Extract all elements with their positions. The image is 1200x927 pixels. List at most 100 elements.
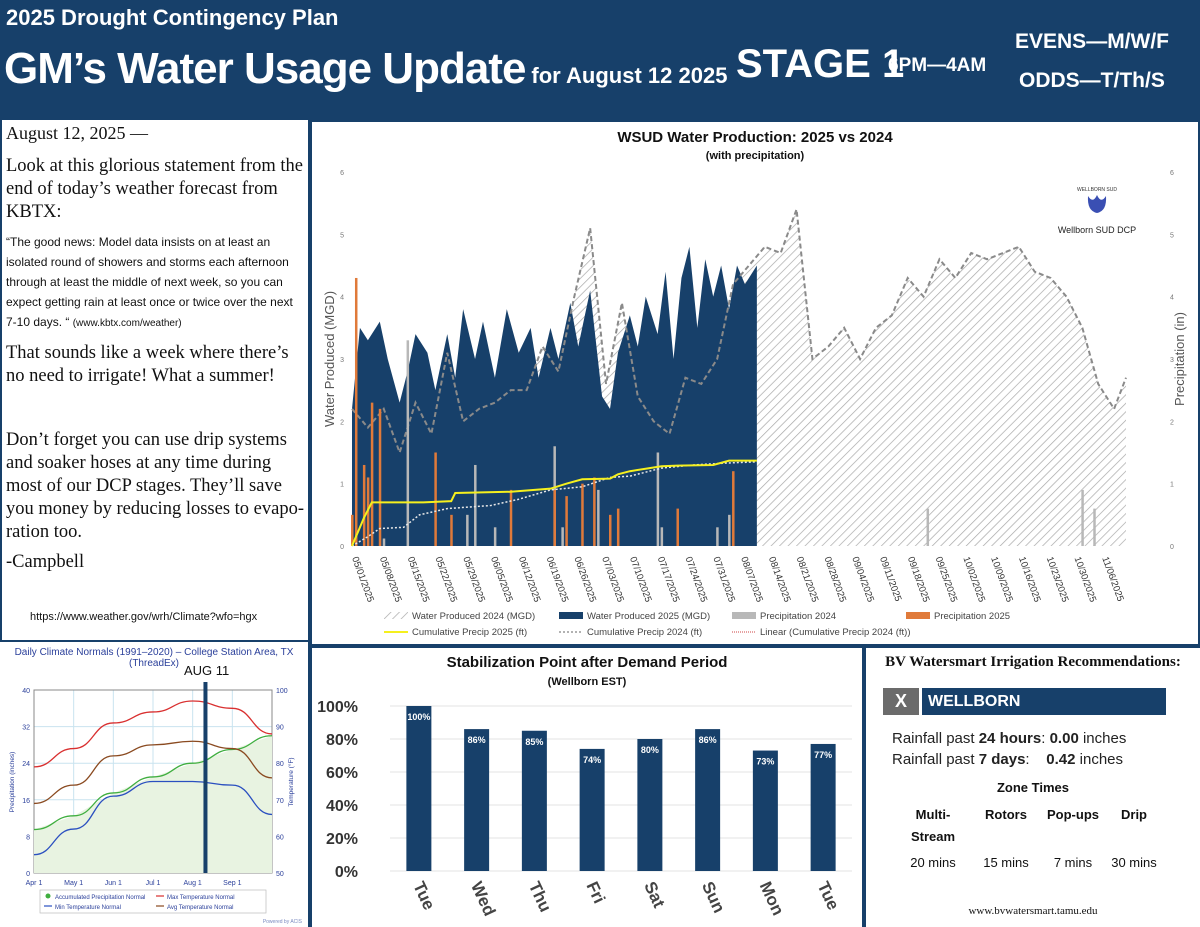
y2-tick-label: 0	[1170, 544, 1174, 551]
x-tick-label: 06/12/2025	[516, 555, 543, 603]
rainfall-24h-label: Rainfall past	[892, 730, 975, 747]
climate-x-tick-label: Jul 1	[146, 880, 161, 887]
bar-precip-2025	[351, 514, 354, 546]
area-water-2025	[352, 246, 757, 547]
page-title-text: GM’s Water Usage Update	[4, 44, 526, 93]
bar-precip-2024	[1093, 508, 1096, 546]
legend-swatch-precip-2025	[906, 612, 930, 619]
climate-line-max-temp	[33, 700, 273, 768]
climate-legend-label: Max Temperature Normal	[167, 895, 235, 901]
climate-y-tick-label: 32	[22, 725, 30, 732]
water-production-chart: WSUD Water Production: 2025 vs 2024 (with…	[322, 129, 1187, 638]
bar-precip-2025	[378, 408, 382, 546]
rainfall-7d: Rainfall past 7 days: 0.42 inches	[892, 751, 1123, 768]
climate-normals-chart: 0 8 16 24 32 40 50 60 70 80 90 100 Apr 1 May 1 Jun 1 Ju…	[9, 682, 303, 925]
zone-multi-stream: Multi- Stream 20 mins	[898, 804, 968, 870]
logo-text: WELLBORN SUD	[1077, 187, 1117, 193]
bar-precip-2025	[370, 402, 374, 546]
stab-y-tick-label: 20%	[326, 831, 358, 848]
y-tick-label: 2	[340, 419, 344, 426]
rainfall-7d-unit: inches	[1079, 751, 1123, 768]
stab-x-tick-label: Wed	[467, 879, 499, 919]
legend-label: Linear (Cumulative Precip 2024 (ft))	[760, 627, 910, 638]
stab-chart-subtitle: (Wellborn EST)	[548, 676, 627, 688]
stab-bar-label: 74%	[583, 755, 601, 765]
watersmart-link[interactable]: www.bvwatersmart.tamu.edu	[968, 905, 1098, 917]
line-water-2024	[351, 209, 1127, 456]
message-signature: -Campbell	[6, 552, 85, 572]
x-tick-label: 10/16/2025	[1016, 555, 1043, 603]
stab-bar	[464, 729, 490, 871]
y-tick-label: 6	[340, 170, 344, 177]
x-tick-label: 07/24/2025	[683, 555, 710, 603]
watersmart-panel: BV Watersmart Irrigation Recommendations…	[866, 648, 1200, 927]
x-tick-label: 06/26/2025	[571, 555, 598, 603]
message-tip: Don’t forget you can use drip systems an…	[6, 430, 304, 542]
watersmart-title: BV Watersmart Irrigation Recommendations…	[885, 654, 1181, 670]
stab-bar	[752, 750, 778, 871]
chart-title: WSUD Water Production: 2025 vs 2024	[617, 129, 893, 146]
bar-precip-2024	[493, 527, 497, 546]
climate-y2-tick-label: 60	[276, 834, 284, 841]
bar-precip-2024	[728, 514, 731, 546]
location-name: WELLBORN	[922, 688, 1166, 715]
legend-label: Water Produced 2025 (MGD)	[587, 611, 710, 622]
stab-x-tick-label: Sun	[698, 879, 729, 916]
stab-bar-label: 80%	[641, 745, 659, 755]
x-tick-label: 05/29/2025	[460, 555, 487, 603]
bar-precip-2024	[474, 464, 477, 546]
y-tick-label: 4	[340, 295, 344, 302]
stab-bar	[521, 730, 547, 871]
y-axis-label: Water Produced (MGD)	[322, 291, 337, 427]
odds-schedule: ODDS—T/Th/S	[1019, 69, 1165, 92]
climate-y2-tick-label: 90	[276, 725, 284, 732]
watering-hours: 6PM—4AM	[888, 55, 987, 76]
bar-precip-2025	[362, 464, 366, 546]
stab-x-tick-label: Mon	[756, 879, 788, 919]
legend-label: Water Produced 2024 (MGD)	[412, 611, 535, 622]
climate-x-tick-label: Apr 1	[26, 880, 43, 887]
y2-tick-label: 5	[1170, 232, 1174, 239]
zone-drip-header: Drip	[1121, 807, 1147, 822]
zone-drip: Drip 30 mins	[1099, 804, 1169, 870]
zone-drip-time: 30 mins	[1111, 855, 1157, 870]
climate-line-min-temp	[33, 780, 273, 856]
climate-y2-tick-label: 70	[276, 798, 284, 805]
x-tick-label: 08/28/2025	[822, 555, 849, 603]
climate-x-tick-label: Sep 1	[223, 880, 241, 887]
stab-bar	[579, 748, 605, 871]
production-chart-panel: WSUD Water Production: 2025 vs 2024 (with…	[312, 122, 1198, 644]
bar-precip-2025	[509, 489, 513, 546]
stab-x-tick-label: Sat	[640, 879, 669, 911]
zone-pop-ups: Pop-ups 7 mins	[1038, 804, 1108, 870]
climate-y2-axis-label: Temperature (°F)	[287, 757, 295, 806]
zone-rotors-time: 15 mins	[983, 855, 1029, 870]
stabilization-chart: Stabilization Point after Demand Period (…	[317, 654, 852, 919]
climate-legend-swatch	[45, 893, 51, 899]
stab-bar	[637, 739, 663, 871]
stab-chart-title: Stabilization Point after Demand Period	[447, 654, 728, 671]
bar-precip-2024	[1081, 489, 1084, 546]
climate-source-link[interactable]: https://www.weather.gov/wrh/Climate?wfo=…	[30, 611, 258, 623]
bar-precip-2025	[450, 514, 453, 546]
climate-y2-tick-label: 50	[276, 871, 284, 878]
x-tick-label: 10/09/2025	[988, 555, 1015, 603]
bar-precip-2025	[616, 508, 620, 546]
x-tick-label: 05/08/2025	[377, 555, 404, 603]
bar-precip-2025	[553, 489, 556, 546]
stab-y-tick-label: 60%	[326, 765, 358, 782]
climate-y-tick-label: 40	[22, 688, 30, 695]
climate-legend-label: Avg Temperature Normal	[167, 905, 233, 911]
bar-precip-2025	[354, 277, 358, 546]
legend-label: Cumulative Precip 2024 (ft)	[587, 627, 702, 638]
zone-pop-ups-time: 7 mins	[1053, 855, 1093, 870]
forecast-quote-source: (www.kbtx.com/weather)	[72, 318, 182, 329]
message-date: August 12, 2025 —	[6, 123, 149, 143]
y2-tick-label: 6	[1170, 170, 1174, 177]
close-location-button[interactable]: X	[883, 688, 919, 715]
x-tick-label: 09/18/2025	[905, 555, 932, 603]
climate-x-tick-label: Jun 1	[105, 880, 122, 887]
stab-x-tick-label: Fri	[582, 879, 608, 907]
page-title: GM’s Water Usage Update for August 12 202…	[4, 44, 727, 94]
rainfall-24h-value: 0.00	[1049, 730, 1079, 747]
